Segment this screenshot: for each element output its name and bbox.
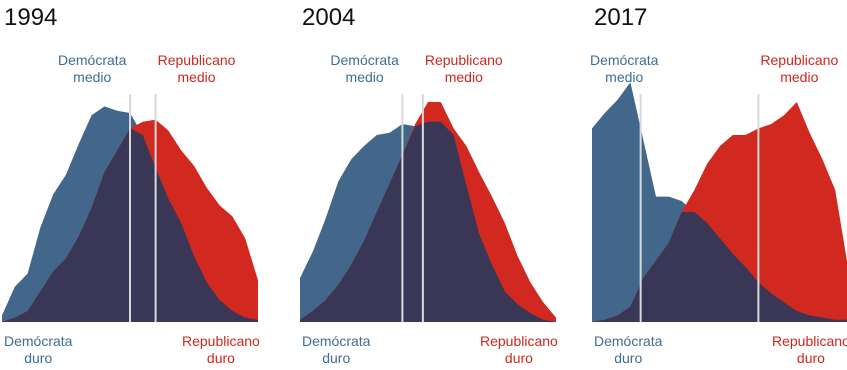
republican-hard-label-line: Republicano: [480, 333, 558, 349]
democrat-hard-label-line: Demócrata: [594, 333, 663, 349]
republican-median-label-line: medio: [444, 69, 483, 85]
republican-hard-label: Republicano duro: [772, 333, 847, 367]
republican-median-label: Republicano medio: [760, 52, 838, 86]
republican-hard-label-line: Republicano: [182, 333, 260, 349]
republican-median-label-line: Republicano: [157, 52, 236, 68]
democrat-hard-label: Demócrata duro: [302, 333, 370, 367]
republican-hard-label-line: duro: [796, 350, 825, 366]
democrat-median-label-line: medio: [345, 69, 384, 85]
panel-2004: 2004 Demócrata medio Republicano medio Demócr…: [298, 0, 568, 370]
democrat-median-label: Demócrata medio: [330, 52, 398, 86]
democrat-hard-label-line: Demócrata: [4, 333, 73, 349]
democrat-median-label: Demócrata medio: [590, 52, 658, 86]
overlap-area: [300, 121, 556, 322]
chart-title: 2017: [594, 4, 648, 31]
republican-median-label-line: Republicano: [760, 52, 839, 68]
democrat-median-label-line: Demócrata: [590, 52, 659, 68]
democrat-hard-label-line: duro: [614, 350, 643, 366]
democrat-hard-label-line: duro: [322, 350, 351, 366]
republican-hard-label: Republicano duro: [182, 333, 260, 367]
democrat-median-label: Demócrata medio: [58, 52, 126, 86]
distribution-plot: [300, 94, 556, 322]
democrat-hard-label: Demócrata duro: [594, 333, 662, 367]
republican-hard-label-line: duro: [504, 350, 533, 366]
panel-1994: 1994 Demócrata medio Republicano medio Demócr…: [0, 0, 270, 370]
chart-title: 1994: [4, 4, 58, 31]
democrat-median-label-line: Demócrata: [330, 52, 399, 68]
republican-median-label-line: medio: [780, 69, 819, 85]
democrat-median-label-line: medio: [605, 69, 644, 85]
republican-median-label: Republicano medio: [425, 52, 503, 86]
republican-hard-label: Republicano duro: [480, 333, 558, 367]
democrat-median-label-line: Demócrata: [58, 52, 127, 68]
republican-median-label-line: medio: [177, 69, 216, 85]
panel-2017: 2017 Demócrata medio Republicano medio Demócr…: [590, 0, 847, 370]
democrat-hard-label: Demócrata duro: [4, 333, 72, 367]
distribution-plot: [592, 82, 847, 322]
democrat-hard-label-line: Demócrata: [302, 333, 371, 349]
chart-title: 2004: [302, 4, 356, 31]
democrat-median-label-line: medio: [73, 69, 112, 85]
republican-hard-label-line: Republicano: [772, 333, 847, 349]
republican-hard-label-line: duro: [206, 350, 235, 366]
republican-median-label-line: Republicano: [424, 52, 503, 68]
republican-median-label: Republicano medio: [158, 52, 236, 86]
distribution-plot: [2, 94, 258, 323]
overlap-area: [592, 212, 847, 322]
democrat-hard-label-line: duro: [24, 350, 53, 366]
